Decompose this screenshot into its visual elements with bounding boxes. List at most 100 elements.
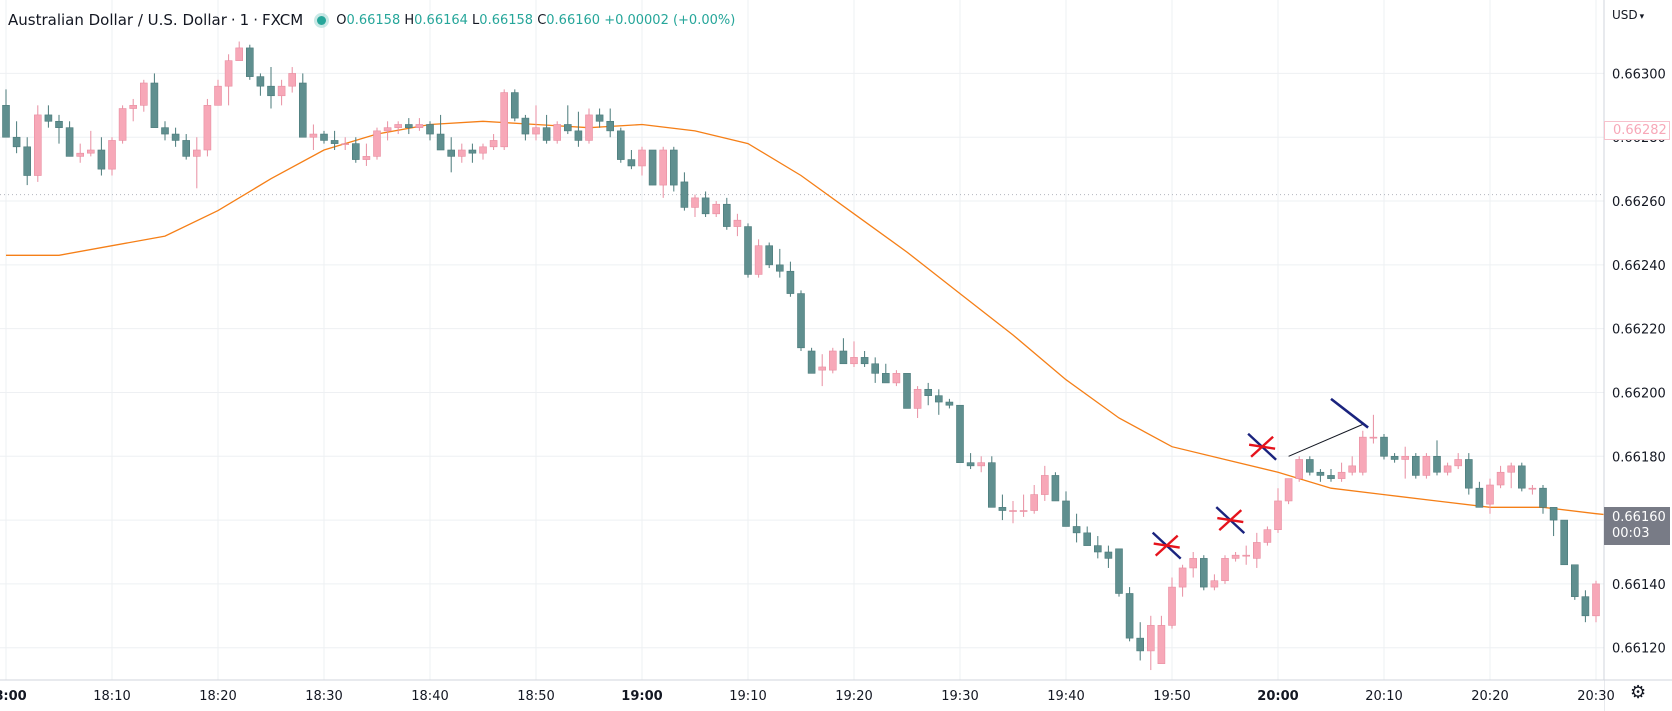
time-tick-label: 19:40: [1047, 689, 1084, 704]
candle-body: [23, 146, 32, 176]
candle-body: [680, 181, 689, 208]
candle-body: [362, 156, 371, 160]
time-tick-label: 20:10: [1365, 689, 1402, 704]
price-tick-label: 0.66300: [1612, 67, 1666, 82]
candle-body: [1009, 510, 1017, 512]
candle-body: [860, 357, 869, 365]
candle-body: [659, 149, 668, 186]
candle-body: [521, 117, 530, 135]
gear-icon[interactable]: ⚙: [1630, 682, 1647, 703]
candle-body: [1359, 436, 1367, 473]
candle-body: [55, 120, 63, 128]
candle-body: [1528, 487, 1537, 490]
currency-label: USD: [1612, 8, 1638, 22]
candle-body: [1051, 475, 1060, 502]
candle-body: [775, 264, 784, 272]
candle-body: [436, 133, 445, 151]
candle-body: [457, 149, 466, 157]
candle-body: [1019, 510, 1028, 512]
candle-body: [553, 124, 562, 141]
candle-body: [966, 462, 975, 467]
candle-body: [786, 270, 795, 294]
candle-body: [828, 350, 837, 371]
close-label: C: [537, 12, 547, 28]
candle-body: [1306, 459, 1314, 473]
exchange[interactable]: FXCM: [261, 11, 304, 29]
candle-body: [892, 373, 901, 384]
candle-body: [744, 226, 752, 275]
candle-body: [235, 47, 243, 61]
candle-body: [1231, 554, 1240, 559]
candle-body: [447, 149, 456, 157]
candle-body: [351, 143, 360, 160]
candle-body: [1221, 558, 1229, 582]
candle-body: [1094, 545, 1102, 553]
candle-body: [298, 82, 307, 138]
candle-body: [1518, 465, 1526, 489]
candle-body: [1401, 455, 1409, 460]
price-tick-label: 0.66120: [1612, 642, 1666, 657]
separator: ·: [230, 11, 236, 29]
candle-body: [267, 85, 275, 97]
time-tick-label: 18:30: [305, 689, 342, 704]
candle-body: [807, 350, 816, 374]
candle-body: [246, 47, 254, 77]
candle-body: [638, 149, 646, 167]
candle-body: [1412, 455, 1420, 476]
candle-body: [489, 140, 498, 148]
candle-body: [648, 149, 657, 186]
price-tick-label: 0.66180: [1612, 450, 1666, 465]
candle-body: [1581, 596, 1590, 617]
candle-body: [563, 124, 572, 132]
ohlc-values: O0.66158 H0.66164 L0.66158 C0.66160 +0.0…: [336, 13, 735, 28]
low-label: L: [472, 12, 480, 28]
candle-body: [1507, 465, 1515, 473]
candle-body: [320, 133, 328, 141]
candle-body: [1454, 459, 1462, 467]
candle-body: [1274, 500, 1282, 530]
time-tick-label: 18:00: [0, 689, 27, 704]
candle-body: [669, 149, 678, 186]
candle-body: [500, 92, 509, 148]
time-tick-label: 19:50: [1153, 689, 1190, 704]
separator: ·: [253, 11, 258, 29]
candle-body: [1147, 625, 1155, 652]
chevron-down-icon: ▾: [1639, 12, 1645, 22]
interval[interactable]: 1: [239, 11, 250, 29]
chart-legend: Australian Dollar / U.S. Dollar · 1 · FX…: [8, 10, 735, 30]
time-axis-bg: [0, 680, 1604, 711]
symbol-name[interactable]: Australian Dollar / U.S. Dollar: [8, 11, 227, 29]
candle-body: [1253, 542, 1261, 559]
candle-body: [1168, 586, 1176, 626]
candle-body: [1157, 625, 1166, 664]
open-value: 0.66158: [346, 12, 401, 28]
open-label: O: [336, 12, 347, 28]
annotation-trend-line: [1288, 423, 1363, 457]
candle-body: [330, 140, 339, 144]
time-tick-label: 18:20: [199, 689, 236, 704]
candle-body: [1210, 580, 1219, 588]
candle-body: [797, 293, 805, 349]
candle-body: [754, 245, 763, 275]
candle-body: [2, 105, 10, 138]
candle-body: [479, 146, 487, 154]
candle-body: [945, 401, 954, 406]
candle-body: [1475, 487, 1484, 508]
candle-body: [722, 203, 731, 227]
last-price-value: 0.66160: [1612, 510, 1666, 525]
candle-body: [1327, 475, 1335, 479]
candle-body: [150, 82, 159, 128]
candle-body: [1062, 500, 1070, 527]
currency-selector[interactable]: USD ▾: [1612, 8, 1644, 22]
candle-body: [1263, 529, 1272, 543]
high-value: 0.66164: [414, 12, 468, 28]
candle-body: [182, 140, 190, 157]
candle-body: [161, 127, 169, 135]
candle-body: [140, 82, 148, 106]
candle-body: [712, 203, 721, 215]
annotation-cross-red: [1248, 443, 1276, 450]
moving-average-line: [6, 120, 1628, 518]
candle-body: [1465, 459, 1473, 489]
candle-body: [373, 130, 381, 157]
